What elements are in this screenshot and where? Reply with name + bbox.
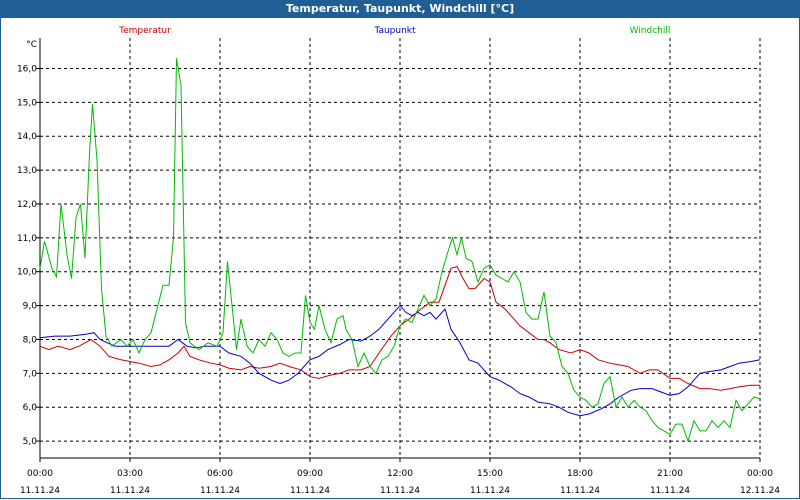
- y-tick-label: 16,0: [17, 64, 37, 74]
- x-tick-date: 11.11.24: [110, 486, 150, 496]
- series-line-temperatur: [39, 266, 760, 391]
- x-tick-time: 06:00: [207, 469, 233, 479]
- x-tick-date: 11.11.24: [650, 486, 690, 496]
- x-tick-time: 18:00: [567, 469, 593, 479]
- series-line-windchill: [39, 58, 761, 443]
- legend-taupunkt: Taupunkt: [373, 26, 416, 36]
- x-tick-time: 00:00: [27, 469, 53, 479]
- y-tick-label: 5,0: [23, 437, 38, 447]
- x-tick-date: 11.11.24: [560, 486, 600, 496]
- x-tick-date: 11.11.24: [470, 486, 510, 496]
- y-tick-label: 10,0: [17, 268, 37, 278]
- x-tick-date: 11.11.24: [380, 486, 420, 496]
- x-tick-date: 11.11.24: [200, 486, 240, 496]
- y-tick-label: 7,0: [23, 369, 38, 379]
- y-tick-label: 15,0: [17, 98, 37, 108]
- x-tick-time: 15:00: [477, 469, 503, 479]
- x-tick-time: 03:00: [117, 469, 143, 479]
- x-tick-time: 09:00: [297, 469, 323, 479]
- y-tick-label: 14,0: [17, 132, 37, 142]
- y-tick-label: 8,0: [23, 335, 38, 345]
- y-tick-label: 6,0: [23, 403, 38, 413]
- x-tick-time: 00:00: [747, 469, 773, 479]
- y-axis-unit: °C: [26, 40, 37, 50]
- y-tick-label: 9,0: [23, 302, 38, 312]
- x-tick-date: 12.11.24: [740, 486, 780, 496]
- y-tick-label: 11,0: [17, 234, 37, 244]
- legend-temperatur: Temperatur: [118, 26, 171, 36]
- x-tick-time: 21:00: [657, 469, 683, 479]
- chart-title: Temperatur, Taupunkt, Windchill [°C]: [0, 0, 800, 18]
- y-tick-label: 12,0: [17, 200, 37, 210]
- x-tick-date: 11.11.24: [290, 486, 330, 496]
- y-tick-label: 13,0: [17, 166, 37, 176]
- x-tick-time: 12:00: [387, 469, 413, 479]
- legend-windchill: Windchill: [630, 26, 671, 36]
- series-line-taupunkt: [39, 304, 761, 417]
- x-tick-date: 11.11.24: [20, 486, 60, 496]
